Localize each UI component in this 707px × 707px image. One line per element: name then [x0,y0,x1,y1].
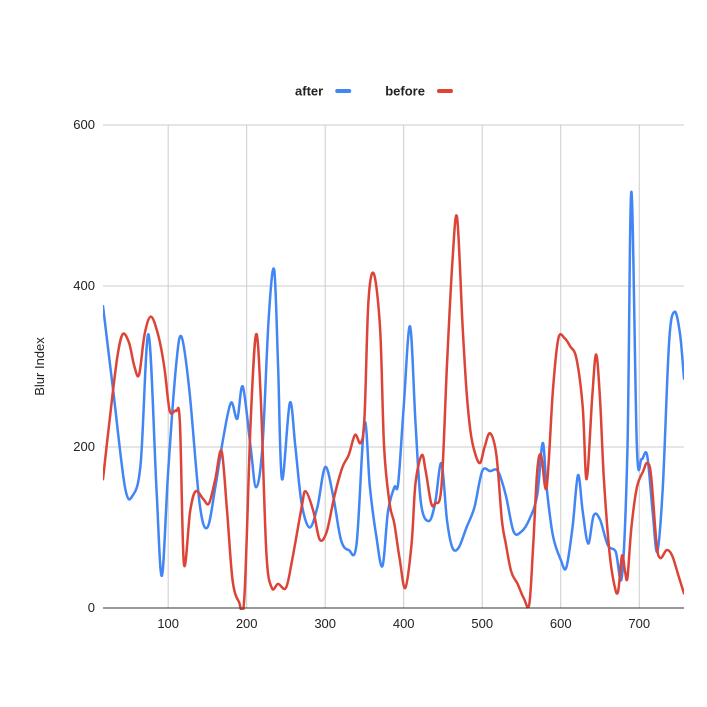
grid [103,124,684,608]
x-axis-ticks: 100 200 300 400 500 600 700 [157,616,650,631]
series-line-after [103,190,684,582]
y-axis-title: Blur Index [32,337,47,396]
legend-label: before [385,84,425,99]
legend-item-after[interactable]: after [295,84,352,99]
x-tick-label: 300 [314,616,336,631]
y-tick-label: 0 [88,600,95,615]
x-tick-label: 200 [236,616,258,631]
series-lines [103,190,684,610]
x-tick-label: 100 [157,616,179,631]
y-tick-label: 400 [73,278,95,293]
y-axis-ticks: 0 200 400 600 [73,117,95,615]
x-tick-label: 700 [628,616,650,631]
y-tick-label: 200 [73,439,95,454]
legend-label: after [295,84,323,99]
series-line-before [103,214,684,610]
legend[interactable]: after before [295,84,453,99]
x-tick-label: 400 [393,616,415,631]
x-tick-label: 600 [550,616,572,631]
legend-item-before[interactable]: before [385,84,453,99]
x-tick-label: 500 [471,616,493,631]
y-tick-label: 600 [73,117,95,132]
